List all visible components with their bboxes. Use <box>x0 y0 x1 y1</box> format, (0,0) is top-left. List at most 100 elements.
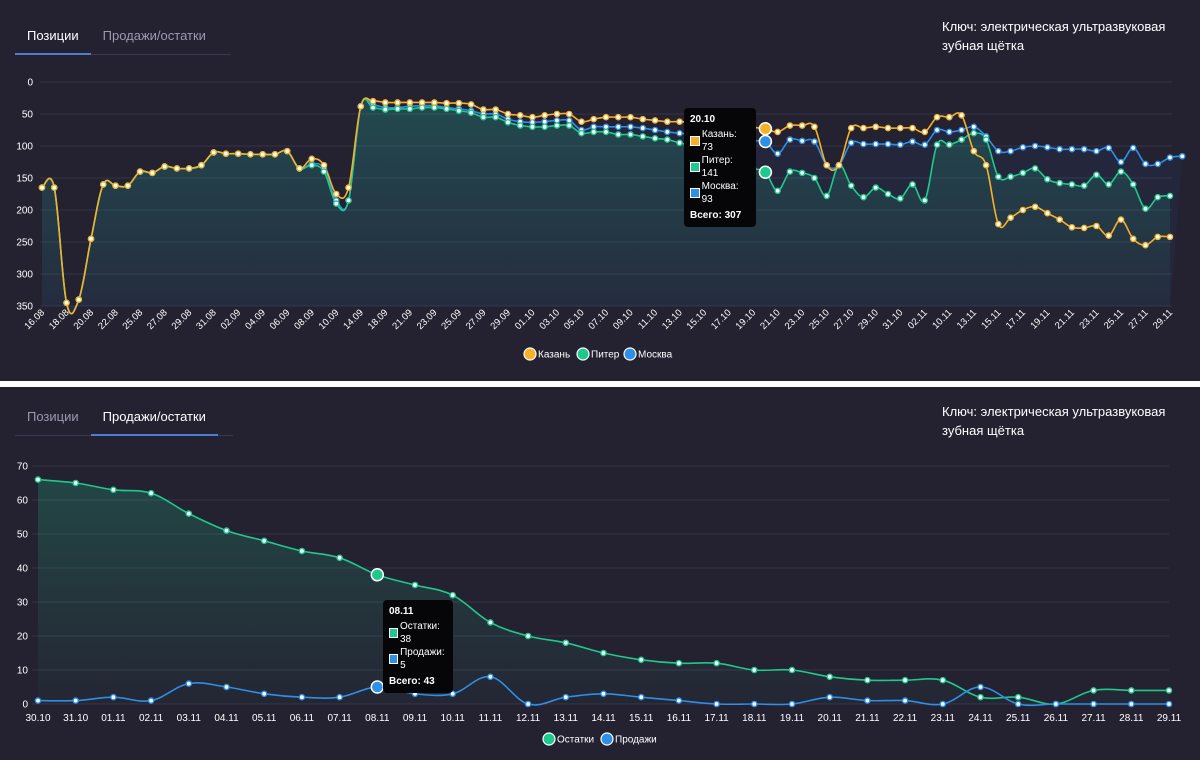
x-tick-label: 31.10 <box>881 307 906 332</box>
data-point-Казань <box>982 161 990 169</box>
x-tick-label: 04.11 <box>214 713 239 724</box>
data-point-Казань <box>210 149 217 156</box>
top-tabs: Позиции Продажи/остатки <box>15 20 231 55</box>
data-point-Казань <box>418 99 426 106</box>
data-point-Казань <box>1117 216 1125 223</box>
data-point-Казань <box>639 115 647 123</box>
data-point-Казань <box>1129 235 1137 243</box>
data-point-Москва <box>614 123 622 131</box>
x-tick-label: 23.09 <box>415 307 440 332</box>
x-tick-label: 27.09 <box>464 307 489 332</box>
x-tick-label: 28.11 <box>1119 713 1144 724</box>
legend-marker-Казань <box>523 347 537 361</box>
x-tick-label: 02.09 <box>219 307 244 332</box>
data-point-Питер <box>1105 181 1112 188</box>
data-point-Питер <box>308 161 316 169</box>
search-key-label: Ключ: электрическая ультразвуковая зубна… <box>942 404 1166 438</box>
data-point-Питер <box>958 136 965 143</box>
data-point-Питер <box>455 107 463 115</box>
tab-sales-stock[interactable]: Продажи/остатки <box>90 401 219 436</box>
data-point-Казань <box>896 124 904 132</box>
data-point-Москва <box>1068 145 1076 153</box>
tooltip-row-piter: Питер: 141 <box>690 154 750 180</box>
x-tick-label: 27.10 <box>832 307 857 332</box>
legend-label: Остатки <box>557 735 594 746</box>
data-point-Остатки <box>901 676 909 684</box>
x-tick-label: 27.11 <box>1127 307 1151 331</box>
x-tick-label: 13.10 <box>660 307 685 332</box>
data-point-Москва <box>786 136 794 143</box>
data-point-Питер <box>651 135 659 142</box>
x-tick-label: 31.08 <box>194 307 219 332</box>
data-point-Казань <box>970 147 978 155</box>
y-tick-label: 50 <box>17 530 29 541</box>
data-point-Продажи <box>487 673 494 681</box>
data-point-Москва <box>664 128 671 136</box>
x-tick-label: 30.10 <box>25 713 50 724</box>
data-point-Питер <box>578 129 585 137</box>
data-point-Казань <box>332 190 340 198</box>
x-tick-label: 29.09 <box>488 307 513 332</box>
data-point-Казань <box>884 124 892 132</box>
legend: Остатки Продажи <box>542 732 657 746</box>
data-point-Питер <box>758 165 773 179</box>
data-point-Остатки <box>110 486 117 494</box>
data-point-Казань <box>578 118 585 125</box>
data-point-Питер <box>602 128 610 136</box>
data-point-Питер <box>553 122 561 129</box>
data-point-Продажи <box>260 690 268 698</box>
tab-positions[interactable]: Позиции <box>15 20 91 55</box>
data-point-Питер <box>676 139 683 147</box>
x-tick-label: 29.08 <box>170 307 195 332</box>
x-tick-label: 13.11 <box>955 307 979 331</box>
data-point-Остатки <box>147 489 155 497</box>
data-point-Москва <box>1117 158 1125 166</box>
data-point-Казань <box>774 128 781 136</box>
data-point-Казань <box>995 220 1002 228</box>
moskva-swatch <box>690 188 700 198</box>
data-point-Москва <box>1044 143 1051 151</box>
data-point-Остатки <box>1090 687 1097 694</box>
x-tick-label: 10.11 <box>930 307 954 331</box>
data-point-Продажи <box>298 693 306 701</box>
data-point-Остатки <box>487 619 494 626</box>
x-tick-label: 11.11 <box>479 713 503 724</box>
data-point-Питер <box>382 106 389 113</box>
y-tick-label: 40 <box>17 564 29 575</box>
data-point-Казань <box>185 165 193 172</box>
data-point-Питер <box>921 197 929 204</box>
data-point-Казань <box>1056 216 1063 223</box>
data-point-Остатки <box>751 666 758 674</box>
x-tick-label: 09.10 <box>611 307 636 332</box>
legend-marker-Москва <box>623 347 637 361</box>
data-point-Продажи <box>939 700 947 708</box>
x-tick-label: 29.10 <box>856 307 881 332</box>
tab-sales-stock[interactable]: Продажи/остатки <box>102 28 206 43</box>
tab-positions[interactable]: Позиции <box>27 409 79 424</box>
data-point-Остатки <box>72 479 79 487</box>
stock-swatch <box>389 628 398 638</box>
data-point-Москва <box>921 141 929 149</box>
data-point-Казань <box>234 150 242 157</box>
data-point-Казань <box>860 124 867 132</box>
sales-swatch <box>389 654 399 664</box>
data-point-Казань <box>946 113 953 121</box>
x-tick-label: 17.10 <box>709 307 734 332</box>
data-point-Остатки <box>370 568 385 582</box>
x-tick-label: 23.11 <box>931 713 956 724</box>
data-point-Москва <box>860 140 867 148</box>
x-tick-label: 08.11 <box>365 713 390 724</box>
data-point-Продажи <box>1014 700 1022 708</box>
data-point-Казань <box>345 184 352 191</box>
data-point-Питер <box>1056 179 1063 187</box>
data-point-Казань <box>541 111 548 119</box>
tooltip-total: Всего: 307 <box>690 210 742 221</box>
data-point-Москва <box>1105 144 1112 152</box>
x-tick-label: 18.11 <box>742 713 767 724</box>
piter-area <box>42 99 1170 314</box>
data-point-Продажи <box>600 690 607 698</box>
data-point-Остатки <box>260 537 268 545</box>
data-point-Питер <box>369 104 377 111</box>
data-point-Казань <box>63 299 70 307</box>
x-tick-label: 11.10 <box>636 307 660 331</box>
